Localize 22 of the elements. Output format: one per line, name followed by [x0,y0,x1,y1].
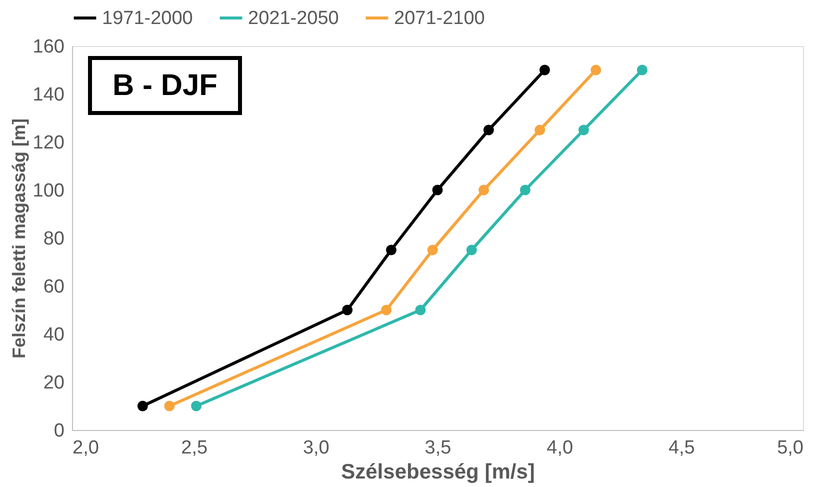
y-tick-label: 100 [32,180,64,202]
x-tick-label: 2,0 [72,438,99,458]
y-tick-label: 140 [32,84,64,106]
x-tick-label: 4,0 [546,438,574,458]
y-tick-label: 60 [43,276,64,298]
y-axis-title: Felszín feletti magasság [m] [8,118,29,359]
legend-label: 1971-2000 [102,8,193,29]
legend-label: 2021-2050 [248,8,339,29]
x-tick-label: 5,0 [777,438,804,458]
x-axis-title: Szélsebesség [m/s] [341,460,535,484]
y-tick-label: 0 [54,420,64,442]
x-tick-label: 2,5 [181,438,208,458]
y-tick-label: 160 [32,36,64,58]
legend-label: 2071-2100 [394,8,485,29]
x-tick-label: 4,5 [668,438,695,458]
annotation: B - DJF [112,69,218,102]
y-tick-label: 20 [43,372,64,394]
x-tick-label: 3,5 [424,438,452,458]
y-tick-label: 40 [43,324,64,346]
y-tick-label: 120 [32,132,64,154]
x-tick-label: 3,0 [302,438,330,458]
y-tick-label: 80 [43,228,64,250]
